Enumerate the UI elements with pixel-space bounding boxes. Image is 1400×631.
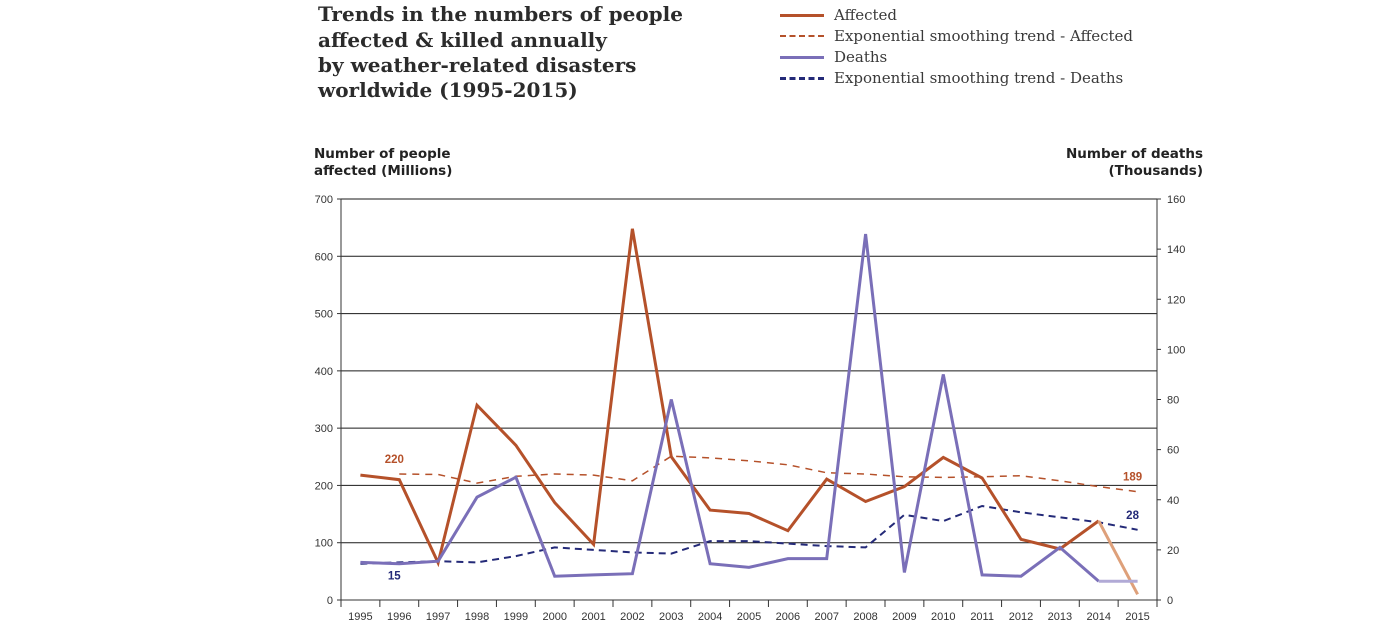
- data-label: 220: [385, 454, 404, 466]
- left-tick-label: 500: [315, 309, 333, 321]
- chart-title-line-2: affected & killed annually: [318, 28, 607, 52]
- series-line-affected: [360, 228, 1100, 568]
- x-tick-label: 2015: [1125, 611, 1149, 623]
- x-tick-label: 2011: [970, 611, 994, 623]
- left-tick-label: 200: [315, 480, 333, 492]
- right-axis-title-line-2: (Thousands): [1108, 163, 1204, 179]
- legend-label-deaths-trend: Exponential smoothing trend - Deaths: [834, 69, 1124, 87]
- right-tick-label: 40: [1167, 495, 1179, 507]
- chart-title-line-3: by weather-related disasters: [318, 53, 637, 77]
- left-tick-label: 600: [315, 251, 333, 263]
- x-tick-label: 1995: [348, 611, 372, 623]
- legend-item-deaths-trend: Exponential smoothing trend - Deaths: [780, 68, 1123, 88]
- gridlines: [341, 198, 1157, 544]
- right-tick-label: 120: [1167, 294, 1185, 306]
- x-tick-label: 2010: [931, 611, 955, 623]
- x-tick-label: 2007: [814, 611, 838, 623]
- x-tick-label: 2000: [542, 611, 566, 623]
- annotations: 220 189 15 28: [385, 454, 1142, 582]
- x-tick-label: 2004: [698, 611, 722, 623]
- right-tick-label: 80: [1167, 395, 1179, 407]
- x-tick-label: 1998: [465, 611, 489, 623]
- series-lines: [360, 228, 1139, 596]
- x-tick-label: 2013: [1048, 611, 1072, 623]
- left-tick-label: 700: [315, 194, 333, 206]
- x-tick-label: 2005: [737, 611, 761, 623]
- left-tick-label: 400: [315, 366, 333, 378]
- legend-item-deaths: Deaths: [780, 47, 887, 67]
- legend-swatch-affected-trend: [780, 35, 824, 37]
- right-axis-title-line-1: Number of deaths: [1065, 146, 1203, 162]
- x-tick-label: 2006: [776, 611, 800, 623]
- left-axis-title-line-2: affected (Millions): [314, 163, 453, 179]
- x-tick-label: 2001: [581, 611, 605, 623]
- axes: 0 100 200 300 400 500 600 700 0 20 40 60 80 100 120 140…: [315, 194, 1186, 623]
- legend-label-deaths: Deaths: [834, 48, 888, 66]
- right-tick-label: 0: [1167, 595, 1173, 607]
- x-tick-label: 1999: [504, 611, 528, 623]
- legend-swatch-affected: [780, 13, 824, 17]
- legend-item-affected-trend: Exponential smoothing trend - Affected: [780, 26, 1133, 46]
- x-tick-label: 2003: [659, 611, 683, 623]
- series-line-affected-provisional: [1097, 520, 1139, 596]
- right-tick-label: 20: [1167, 545, 1179, 557]
- x-tick-label: 1997: [426, 611, 450, 623]
- x-tick-label: 2012: [1009, 611, 1033, 623]
- left-axis-title: Number of people affected (Millions): [314, 146, 452, 180]
- legend-swatch-deaths: [780, 55, 824, 59]
- x-tick-label: 1996: [387, 611, 411, 623]
- right-tick-label: 60: [1167, 445, 1179, 457]
- legend-swatch-deaths-trend: [780, 76, 824, 80]
- left-axis-title-line-1: Number of people: [314, 146, 451, 162]
- x-tick-label: 2009: [892, 611, 916, 623]
- right-tick-label: 140: [1167, 244, 1185, 256]
- chart-title-line-4: worldwide (1995-2015): [318, 78, 578, 102]
- x-tick-label: 2002: [620, 611, 644, 623]
- series-line-deaths: [360, 233, 1100, 583]
- legend-label-affected-trend: Exponential smoothing trend - Affected: [834, 27, 1134, 45]
- data-label: 189: [1123, 472, 1142, 484]
- left-tick-label: 0: [327, 595, 333, 607]
- series-line-exponential-smoothing-trend-affected: [399, 455, 1138, 493]
- data-label: 15: [388, 570, 401, 582]
- x-tick-label: 2008: [853, 611, 877, 623]
- right-axis-title: Number of deaths (Thousands): [1066, 146, 1203, 180]
- legend-label-affected: Affected: [834, 6, 898, 24]
- right-tick-label: 100: [1167, 344, 1185, 356]
- chart-title-line-1: Trends in the numbers of people: [318, 2, 683, 26]
- legend-item-affected: Affected: [780, 5, 897, 25]
- left-tick-label: 300: [315, 423, 333, 435]
- right-tick-label: 160: [1167, 194, 1185, 206]
- data-label: 28: [1126, 510, 1139, 522]
- x-tick-label: 2014: [1086, 611, 1110, 623]
- left-tick-label: 100: [315, 538, 333, 550]
